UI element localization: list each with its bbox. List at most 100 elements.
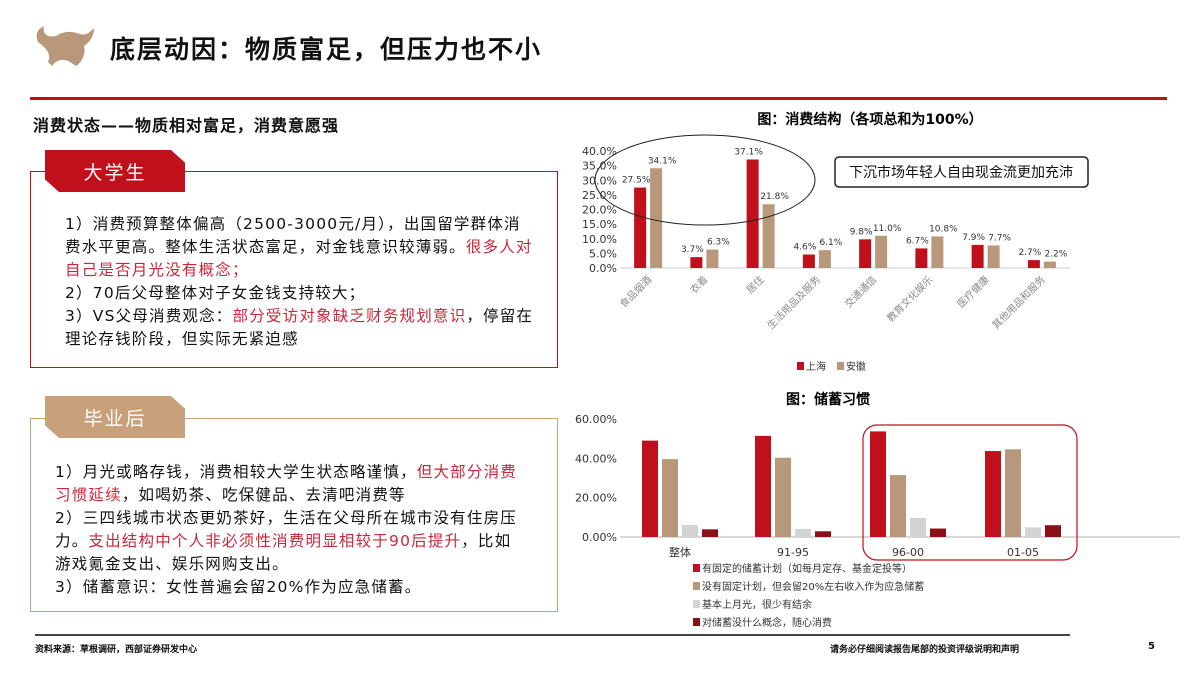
- x-tick-label: 其他用品和服务: [989, 273, 1048, 332]
- data-label: 34.1%: [648, 156, 677, 166]
- legend-label: 基本上月光，很少有结余: [702, 598, 812, 611]
- annotation-text: 下沉市场年轻人自由现金流更加充沛: [849, 164, 1073, 181]
- highlight-segment: 很多人对自己是否月光没有概念；: [65, 238, 533, 279]
- x-tick-label: 交通通信: [842, 273, 879, 310]
- bar-series-2: [1005, 449, 1021, 537]
- y-tick-label: 30.0%: [582, 174, 617, 187]
- x-tick-label: 教育文化娱乐: [884, 273, 936, 325]
- data-label: 2.2%: [1044, 250, 1067, 260]
- title-divider: [30, 97, 1167, 100]
- bar-安徽: [650, 168, 663, 268]
- highlight-box: [862, 424, 1078, 561]
- bar-上海: [802, 254, 815, 268]
- data-label: 11.0%: [873, 224, 902, 234]
- y-tick-label: 25.0%: [582, 189, 617, 202]
- bar-上海: [634, 187, 647, 268]
- bar-series-1: [642, 440, 658, 537]
- bar-series-3: [795, 528, 811, 537]
- y-tick-label: 10.0%: [582, 233, 617, 246]
- graduates-tab: 毕业后: [45, 396, 185, 438]
- data-label: 9.8%: [850, 227, 873, 237]
- bar-安徽: [762, 204, 775, 268]
- data-label: 10.8%: [929, 224, 958, 234]
- graduates-box: [30, 418, 558, 612]
- data-label: 4.6%: [793, 243, 816, 253]
- point-2: 2）70后父母整体对子女金钱支持较大；: [65, 284, 366, 302]
- bar-series-1: [985, 451, 1001, 537]
- bar-安徽: [987, 245, 1000, 268]
- y-tick-label: 0.00%: [582, 531, 617, 544]
- college-students-box: [30, 171, 558, 368]
- point-1: 1）消费预算整体偏高（2500-3000元/月），出国留学群体消费水平更高。整体…: [65, 213, 537, 282]
- data-label: 37.1%: [734, 147, 763, 157]
- bar-上海: [746, 159, 759, 268]
- y-tick-label: 40.0%: [582, 145, 617, 158]
- annotation-box: [834, 156, 1089, 188]
- highlight-segment: 但大部分消费习惯延续: [55, 463, 517, 504]
- x-tick-label: 食品烟酒: [617, 273, 654, 310]
- legend-label: 没有固定计划，但会留20%左右收入作为应急储蓄: [702, 580, 924, 593]
- text-segment: ，停留在理论存钱阶段，但实际无紧迫感: [65, 307, 534, 348]
- bar-安徽: [875, 235, 888, 268]
- point-3: 3）VS父母消费观念：部分受访对象缺乏财务规划意识，停留在理论存钱阶段，但实际无…: [65, 305, 537, 351]
- data-label: 6.3%: [707, 238, 730, 248]
- source-note: 资料来源：草根调研，西部证券研发中心: [35, 645, 198, 655]
- chart1-title: 图：消费结构（各项总和为100%）: [757, 111, 982, 128]
- college-students-tab: 大学生: [45, 150, 185, 192]
- bull-logo-icon: [36, 26, 94, 66]
- x-tick-label: 衣着: [687, 273, 710, 296]
- page-number: 5: [1148, 641, 1155, 652]
- text-segment: 1）消费预算整体偏高（2500-3000元/月），出国留学群体消费水平更高。整体…: [65, 215, 521, 256]
- y-tick-label: 5.0%: [589, 247, 617, 260]
- legend-swatch: [837, 362, 844, 370]
- x-tick-label: 91-95: [777, 546, 809, 559]
- graduates-text: 1）月光或略存钱，消费相较大学生状态略谨慎，但大部分消费习惯延续，如喝奶茶、吃保…: [55, 461, 523, 599]
- bar-series-3: [682, 525, 698, 537]
- data-label: 3.7%: [681, 245, 704, 255]
- legend-swatch: [693, 564, 700, 572]
- legend-swatch: [797, 362, 804, 370]
- legend-label: 安徽: [846, 360, 866, 373]
- chart2-title: 图：储蓄习惯: [786, 391, 870, 408]
- bar-上海: [971, 244, 984, 268]
- disclaimer-note: 请务必仔细阅读报告尾部的投资评级说明和声明: [830, 645, 1020, 655]
- text-segment: 3）VS父母消费观念：: [65, 307, 233, 325]
- text-segment: ，如喝奶茶、吃保健品、去清吧消费等: [121, 486, 406, 504]
- bar-series-4: [815, 531, 831, 537]
- legend-label: 有固定的储蓄计划（如每月定存、基金定投等）: [702, 562, 912, 575]
- highlight-segment: 部分受访对象缺乏财务规划意识: [232, 307, 467, 325]
- legend-swatch: [693, 582, 700, 590]
- y-tick-label: 0.0%: [589, 262, 617, 275]
- page-title: 底层动因：物质富足，但压力也不小: [110, 35, 543, 64]
- data-label: 27.5%: [622, 176, 651, 186]
- bar-series-2: [890, 475, 906, 537]
- bar-series-4: [930, 528, 946, 537]
- legend-swatch: [693, 600, 700, 608]
- bar-series-1: [870, 431, 886, 537]
- x-tick-label: 生活用品及服务: [764, 273, 823, 332]
- x-tick-label: 01-05: [1007, 546, 1039, 559]
- highlight-ellipse: [594, 134, 816, 226]
- y-tick-label: 40.00%: [575, 452, 617, 465]
- x-tick-label: 整体: [669, 545, 691, 559]
- highlight-segment: 支出结构中个人非必须性消费明显相较于90后提升: [88, 532, 462, 550]
- data-label: 7.7%: [988, 233, 1011, 243]
- point-3: 3）储蓄意识：女性普遍会留20%作为应急储蓄。: [55, 578, 422, 596]
- bar-上海: [915, 248, 928, 268]
- bar-series-3: [1025, 527, 1041, 537]
- bar-上海: [859, 239, 872, 268]
- y-tick-label: 15.0%: [582, 218, 617, 231]
- y-tick-label: 20.00%: [575, 492, 617, 505]
- bar-安徽: [706, 249, 719, 268]
- text-segment: 2）三四线城市状态更奶茶好，生活在父母所在城市没有住房压力。: [55, 509, 517, 550]
- bar-series-2: [662, 459, 678, 537]
- bar-series-4: [702, 529, 718, 537]
- legend-swatch: [693, 618, 700, 626]
- text-segment: 1）月光或略存钱，消费相较大学生状态略谨慎，: [55, 463, 417, 481]
- data-label: 21.8%: [760, 192, 789, 202]
- data-label: 6.1%: [819, 238, 842, 248]
- bar-安徽: [818, 250, 831, 268]
- point-2: 2）三四线城市状态更奶茶好，生活在父母所在城市没有住房压力。支出结构中个人非必须…: [55, 507, 523, 576]
- bar-安徽: [931, 236, 944, 268]
- point-1: 1）月光或略存钱，消费相较大学生状态略谨慎，但大部分消费习惯延续，如喝奶茶、吃保…: [55, 461, 523, 507]
